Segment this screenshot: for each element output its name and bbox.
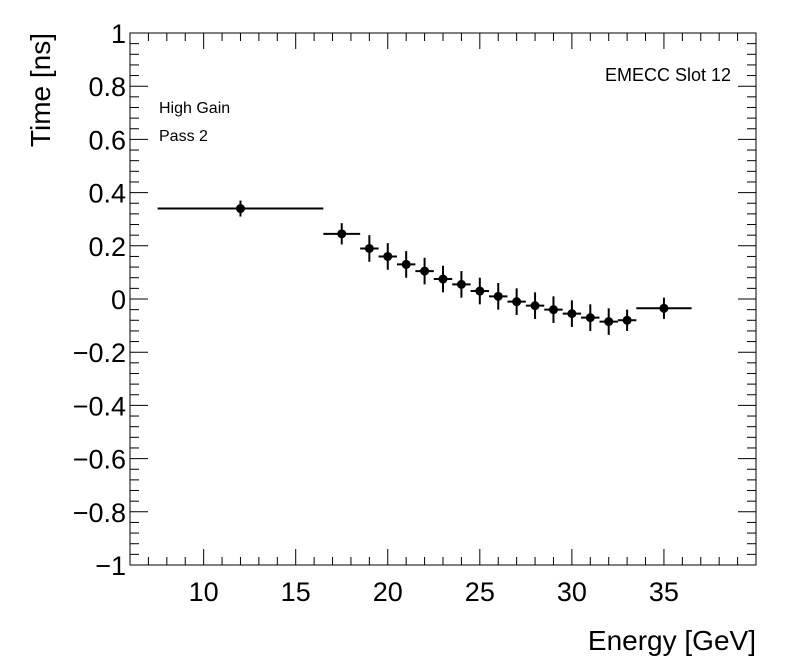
data-point-group xyxy=(562,300,582,327)
data-point-marker xyxy=(512,297,522,307)
data-point-marker xyxy=(420,266,430,276)
y-tick-label: 0.8 xyxy=(88,72,126,102)
data-point-marker xyxy=(567,309,577,319)
data-point-group xyxy=(396,251,416,278)
data-point-group xyxy=(452,271,471,298)
y-axis-title: Time [ns] xyxy=(25,33,56,147)
y-tick-label: 1 xyxy=(111,19,126,49)
data-point-group xyxy=(470,277,490,305)
y-tick-label: −0.2 xyxy=(73,338,126,368)
x-tick-label: 25 xyxy=(465,577,495,607)
data-point-group xyxy=(599,308,618,335)
data-point-marker xyxy=(585,313,595,323)
data-point-marker xyxy=(456,279,466,289)
data-point-marker xyxy=(622,315,632,325)
data-point-marker xyxy=(548,305,558,315)
slot-annotation: EMECC Slot 12 xyxy=(605,65,731,85)
data-point-group xyxy=(525,292,545,319)
data-point-marker xyxy=(401,259,411,269)
data-point-group xyxy=(636,297,692,319)
y-tick-label: −0.8 xyxy=(73,498,126,528)
data-point-marker xyxy=(438,274,448,284)
data-point-group xyxy=(581,304,600,331)
data-point-marker xyxy=(530,301,540,311)
data-point-group xyxy=(360,235,379,262)
pass-annotation: Pass 2 xyxy=(159,128,208,145)
x-tick-label: 30 xyxy=(557,577,587,607)
data-point-group xyxy=(378,243,397,270)
x-tick-label: 20 xyxy=(373,577,403,607)
y-tick-label: 0.6 xyxy=(88,125,126,155)
data-point-group xyxy=(433,265,453,293)
data-point-group xyxy=(323,223,361,245)
data-point-marker xyxy=(475,286,485,296)
axis-tick-labels: 10 15 20 25 30 35 −1 −0.8 −0.6 −0.4 −0.2 0 0.2 0.4 0.6… xyxy=(73,19,679,607)
data-points xyxy=(157,200,692,335)
y-tick-label: 0.2 xyxy=(88,232,126,262)
gain-annotation: High Gain xyxy=(159,100,230,117)
data-point-marker xyxy=(604,317,614,327)
data-point-group xyxy=(157,200,324,217)
data-point-marker xyxy=(235,204,245,214)
data-point-marker xyxy=(383,251,393,261)
y-tick-label: 0.4 xyxy=(88,179,126,209)
data-point-group xyxy=(617,309,637,331)
data-point-group xyxy=(415,257,434,285)
data-point-group xyxy=(489,283,508,310)
y-tick-label: −1 xyxy=(95,551,126,581)
x-tick-label: 35 xyxy=(649,577,679,607)
data-point-marker xyxy=(659,303,669,313)
data-point-group xyxy=(507,288,526,315)
data-point-marker xyxy=(337,229,347,239)
axis-ticks xyxy=(129,32,757,566)
data-point-group xyxy=(544,296,563,323)
x-tick-label: 10 xyxy=(189,577,219,607)
x-axis-title: Energy [GeV] xyxy=(588,625,756,656)
data-point-marker xyxy=(493,291,503,301)
y-tick-label: −0.4 xyxy=(73,391,126,421)
x-tick-label: 15 xyxy=(281,577,311,607)
y-tick-label: 0 xyxy=(111,285,126,315)
y-tick-label: −0.6 xyxy=(73,445,126,475)
data-point-marker xyxy=(364,243,374,253)
